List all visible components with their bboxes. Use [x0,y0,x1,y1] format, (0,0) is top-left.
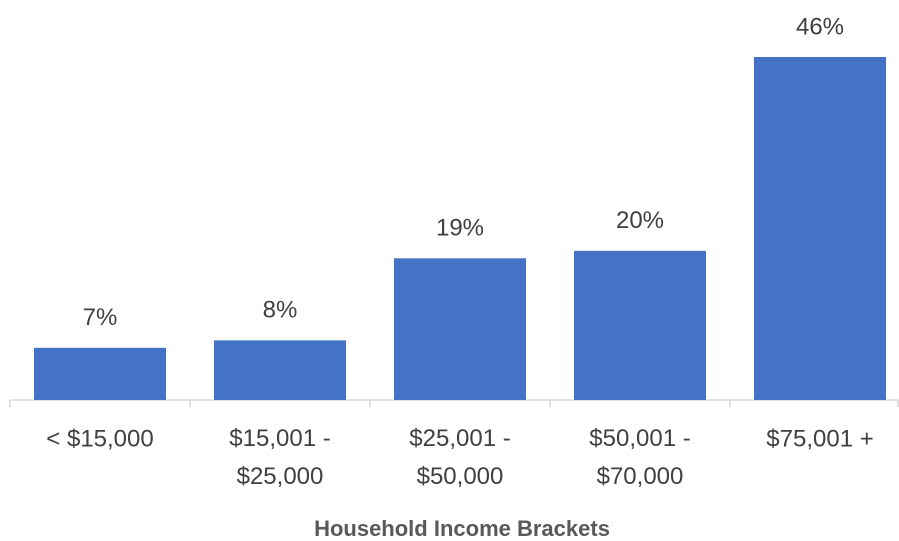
data-label: 8% [263,297,298,324]
x-axis-title: Household Income Brackets [314,516,610,541]
x-tick-label-line: $25,000 [237,463,324,490]
data-label: 19% [436,215,484,242]
x-tick-label: $15,001 - $25,000 [229,425,330,490]
data-label: 46% [796,13,844,40]
x-tick-label: $50,001 - $70,000 [589,425,690,490]
x-tick-label: $25,001 - $50,000 [409,425,510,490]
x-tick-label-line: $15,001 - [229,425,330,452]
x-tick-label-line: $70,000 [597,463,684,490]
x-tick-label: $75,001 + [766,425,873,452]
bar [574,250,706,400]
x-tick-label: < $15,000 [46,425,153,452]
data-label: 20% [616,207,664,234]
x-tick-label-line: $50,000 [417,463,504,490]
bar [754,57,886,400]
data-label: 7% [83,304,118,331]
bar [394,258,526,400]
bar [34,347,166,400]
bar [214,340,346,400]
x-tick-label-line: $50,001 - [589,425,690,452]
x-tick-label-line: $25,001 - [409,425,510,452]
